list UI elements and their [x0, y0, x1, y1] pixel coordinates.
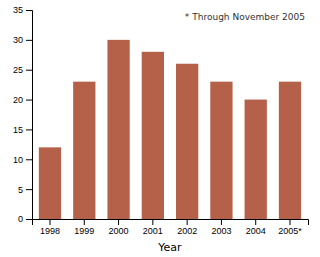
- bar: [176, 64, 198, 219]
- tick-label: 2000: [109, 226, 129, 236]
- tick-mark: [26, 40, 32, 41]
- tick-mark: [26, 10, 32, 11]
- tick: 1998: [40, 219, 60, 236]
- tick: 30: [13, 35, 32, 45]
- axis-line: [26, 11, 33, 220]
- bars: [39, 40, 301, 219]
- tick-mark: [187, 219, 188, 225]
- x-axis-title: Year: [157, 241, 182, 254]
- tick-mark: [26, 100, 32, 101]
- bar: [142, 52, 164, 219]
- tick-mark: [290, 219, 291, 225]
- tick-label: 2002: [177, 226, 197, 236]
- chart: 1998 1999 2000 2001 2002 2003 2004 2005* 0 5 10 15 2…: [0, 0, 320, 257]
- tick-label: 1998: [40, 226, 60, 236]
- tick: 20: [13, 95, 32, 105]
- tick-mark: [26, 70, 32, 71]
- bar: [107, 40, 129, 219]
- tick: 25: [13, 65, 32, 75]
- tick-mark: [26, 189, 32, 190]
- tick-mark: [50, 219, 51, 225]
- tick-mark: [221, 219, 222, 225]
- bar: [210, 82, 232, 219]
- plot: 1998 1999 2000 2001 2002 2003 2004 2005* 0 5 10 15 2…: [13, 5, 309, 236]
- tick-label: 1999: [74, 226, 94, 236]
- tick: 2000: [109, 219, 129, 236]
- tick: 1999: [74, 219, 94, 236]
- tick-label: 2001: [143, 226, 163, 236]
- tick-label: 30: [13, 35, 23, 45]
- tick-label: 35: [13, 5, 23, 15]
- bar: [39, 147, 61, 219]
- tick: 0: [18, 214, 32, 224]
- tick-label: 20: [13, 95, 23, 105]
- tick-mark: [84, 219, 85, 225]
- tick: 2002: [177, 219, 197, 236]
- tick-label: 2005*: [278, 226, 302, 236]
- tick: 2001: [143, 219, 163, 236]
- tick-label: 10: [13, 155, 23, 165]
- tick-label: 0: [18, 214, 23, 224]
- tick-label: 25: [13, 65, 23, 75]
- tick: 2004: [246, 219, 266, 236]
- tick: 2003: [211, 219, 231, 236]
- bar: [73, 82, 95, 219]
- tick-mark: [26, 159, 32, 160]
- bar: [279, 82, 301, 219]
- annotation: * Through November 2005: [185, 12, 305, 22]
- tick-label: 2004: [246, 226, 266, 236]
- tick-label: 2003: [211, 226, 231, 236]
- y-axis: 0 5 10 15 20 25 30 35: [13, 5, 33, 224]
- x-axis: 1998 1999 2000 2001 2002 2003 2004 2005*: [33, 219, 309, 236]
- bar: [245, 100, 267, 219]
- tick-label: 15: [13, 125, 23, 135]
- tick: 2005*: [278, 219, 302, 236]
- tick-mark: [118, 219, 119, 225]
- tick: 35: [13, 5, 32, 15]
- tick-label: 5: [18, 185, 23, 195]
- tick: 15: [13, 125, 32, 135]
- axis-line: [33, 220, 309, 226]
- tick-mark: [26, 219, 32, 220]
- tick-mark: [152, 219, 153, 225]
- tick: 10: [13, 155, 32, 165]
- tick-mark: [255, 219, 256, 225]
- tick-mark: [26, 129, 32, 130]
- tick: 5: [18, 185, 32, 195]
